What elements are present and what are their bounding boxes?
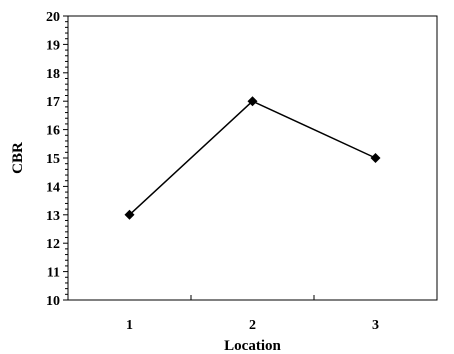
data-point [124,209,135,220]
y-tick-label: 13 [46,209,60,224]
y-tick-label: 17 [46,95,60,110]
x-tick-label: 1 [126,318,133,333]
y-axis-title: CBR [10,142,26,174]
x-axis-title: Location [224,338,281,354]
y-tick-label: 11 [47,266,60,281]
y-tick-label: 15 [46,152,60,167]
data-point [370,153,381,163]
y-tick-label: 18 [46,67,60,82]
x-axis: 1 2 3 [126,295,379,333]
x-tick-label: 3 [372,318,379,333]
y-tick-label: 10 [46,294,60,309]
plot-area [67,15,438,301]
x-tick-label: 2 [249,318,256,333]
y-tick-label: 20 [46,10,60,25]
series-group [124,96,381,220]
y-tick-label: 12 [46,237,60,252]
series-line [128,100,376,216]
y-tick-label: 14 [46,180,60,195]
y-tick-label: 19 [46,38,60,53]
y-tick-label: 16 [46,124,60,139]
y-axis: 10 11 12 13 14 15 16 17 18 19 20 [46,10,68,309]
plot-border [67,15,438,301]
data-point [247,96,258,107]
